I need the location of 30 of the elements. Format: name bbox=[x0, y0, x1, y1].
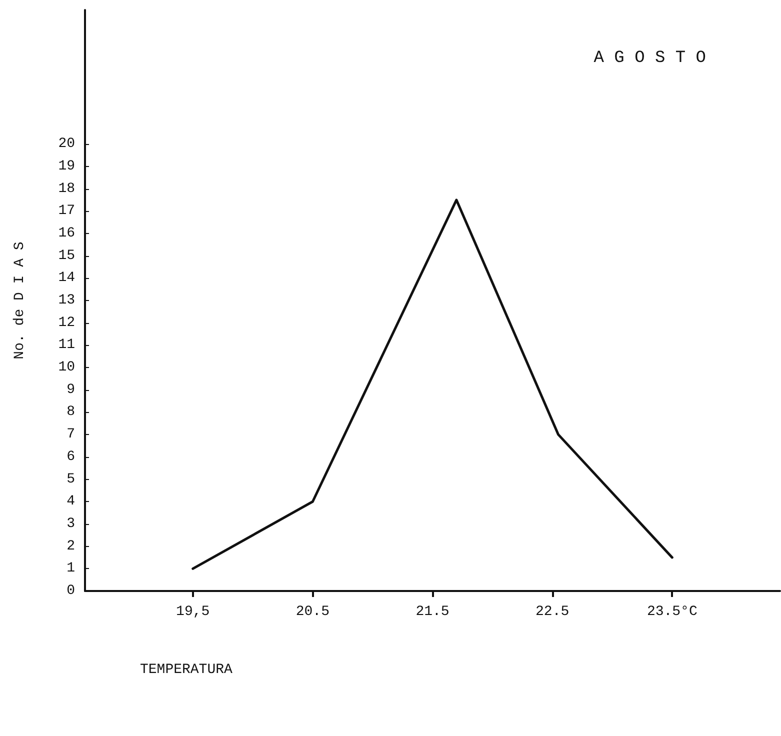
x-axis-title: TEMPERATURA bbox=[140, 662, 234, 678]
y-tick-label: 15 bbox=[58, 248, 75, 264]
line-series bbox=[192, 198, 674, 570]
y-tick-label: 0 bbox=[66, 583, 75, 599]
y-tick-label: 3 bbox=[66, 516, 75, 532]
y-tick-label: 7 bbox=[66, 426, 75, 443]
y-tick-label: 13 bbox=[58, 292, 75, 308]
x-tick-label: 19,5 bbox=[176, 604, 210, 620]
x-tick-label: 23.5°C bbox=[646, 604, 698, 620]
text: A G O S T O bbox=[594, 49, 706, 68]
y-tick-label: 19 bbox=[58, 158, 75, 174]
y-tick-label: 5 bbox=[66, 471, 75, 488]
y-tick-label: 10 bbox=[58, 360, 75, 376]
y-tick-label: 4 bbox=[66, 494, 75, 510]
y-tick-label: 6 bbox=[66, 448, 75, 465]
y-tick-label: 17 bbox=[58, 203, 75, 220]
y-tick-label: 11 bbox=[58, 337, 75, 354]
y-tick-label: 14 bbox=[58, 270, 75, 286]
y-tick-label: 8 bbox=[66, 404, 75, 420]
x-tick-label: 21.5 bbox=[416, 604, 450, 620]
y-tick-label: 9 bbox=[66, 382, 75, 398]
y-tick-label: 18 bbox=[58, 180, 75, 197]
y-tick-label: 1 bbox=[66, 560, 75, 577]
x-tick-label: 20.5 bbox=[296, 604, 330, 620]
y-tick-label: 20 bbox=[58, 136, 75, 152]
y-axis-title: No. de D I A S bbox=[12, 242, 28, 360]
y-tick-label: 12 bbox=[58, 314, 75, 331]
y-tick-label: 2 bbox=[66, 538, 75, 554]
y-tick-label: 16 bbox=[58, 225, 75, 242]
x-tick-label: 22.5 bbox=[536, 604, 570, 620]
